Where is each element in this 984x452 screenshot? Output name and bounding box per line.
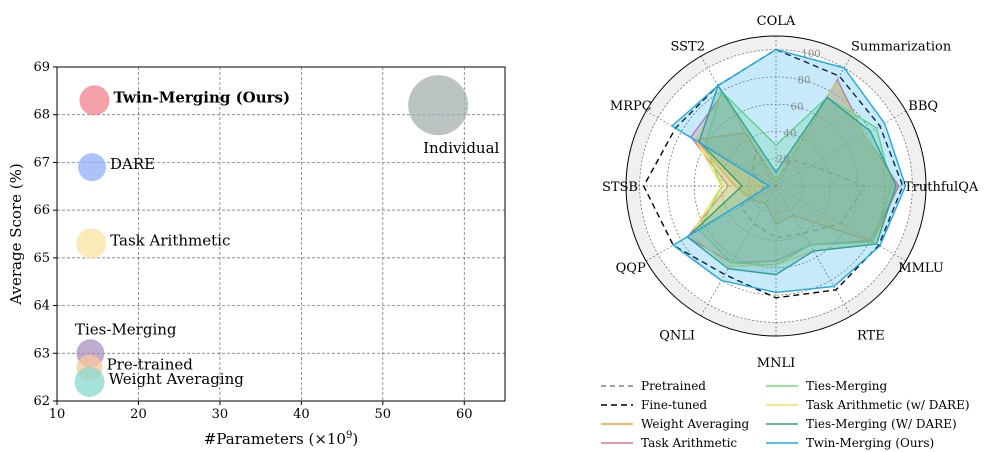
radar-axis-label: QNLI xyxy=(659,328,695,343)
radar-frame xyxy=(625,35,927,337)
legend-entry: Ties-Merging (W/ DARE) xyxy=(806,417,957,431)
radar-spoke xyxy=(645,185,777,262)
radar-axis-label: STSB xyxy=(602,180,638,195)
radar-spoke xyxy=(700,185,777,317)
legend-entry: Task Arithmetic (w/ DARE) xyxy=(806,398,970,412)
radar-series xyxy=(739,148,866,239)
point-label: Pre-trained xyxy=(107,356,194,374)
scatter-chart: Twin-Merging (Ours) DARE Task Arithmetic Ti… xyxy=(7,60,506,448)
point-label: Individual xyxy=(423,139,499,157)
radar-legend: Pretrained Fine-tuned Weight Averaging Task… xyxy=(601,379,970,450)
scatter-point xyxy=(78,153,107,182)
point-label: Task Arithmetic xyxy=(110,232,230,250)
radar-grid-ring xyxy=(721,131,831,241)
radar-axis-label: SST2 xyxy=(670,40,705,55)
scatter-point xyxy=(76,228,107,259)
x-tick-label: 30 xyxy=(212,407,229,422)
radar-tick-label: 40 xyxy=(784,128,797,139)
y-tick-label: 68 xyxy=(33,108,50,123)
legend-entry: Ties-Merging xyxy=(806,379,888,393)
plot-frame xyxy=(56,66,506,402)
y-tick-label: 64 xyxy=(33,299,50,314)
x-axis-label: #Parameters (×109) xyxy=(204,430,358,448)
scatter-point xyxy=(79,85,110,116)
point-label: DARE xyxy=(110,155,155,173)
radar-series xyxy=(690,80,897,268)
radar-spoke xyxy=(775,185,907,262)
point-label: Twin-Merging (Ours) xyxy=(113,88,290,106)
point-label: Ties-Merging xyxy=(75,320,177,338)
radar-tick-label: 80 xyxy=(798,76,811,87)
point-label: Weight Averaging xyxy=(109,370,245,388)
radar-grid-ring xyxy=(748,158,804,214)
radar-axis-label: MNLI xyxy=(757,356,795,371)
radar-tick-label: 60 xyxy=(791,102,804,113)
x-tick-label: 10 xyxy=(49,407,66,422)
radar-axis-label: RTE xyxy=(857,328,885,343)
radar-axis-label: QQP xyxy=(616,261,646,276)
radar-spoke xyxy=(700,55,777,187)
radar-axis-label: COLA xyxy=(757,14,796,29)
legend-entry: Weight Averaging xyxy=(641,417,750,431)
scatter-point xyxy=(408,75,469,136)
radar-axis-label: Summarization xyxy=(851,40,952,55)
y-tick-label: 69 xyxy=(33,60,50,75)
radar-series xyxy=(670,48,907,294)
radar-axis-label: MMLU xyxy=(898,261,944,276)
radar-spoke xyxy=(775,55,852,187)
x-tick-label: 40 xyxy=(293,407,310,422)
radar-chart: 20 40 60 80 100 COLA Summarization BBQ TruthfulQ… xyxy=(602,14,979,371)
radar-series xyxy=(686,84,897,276)
legend-entry: Fine-tuned xyxy=(641,398,707,412)
radar-spoke xyxy=(775,185,852,317)
radar-axis-label: TruthfulQA xyxy=(904,180,979,195)
legend-entry: Pretrained xyxy=(641,379,706,393)
y-tick-label: 62 xyxy=(33,394,50,409)
legend-entry: Task Arithmetic xyxy=(641,436,737,450)
y-tick-label: 63 xyxy=(33,346,50,361)
y-axis-label: Average Score (%) xyxy=(7,163,25,305)
x-tick-label: 20 xyxy=(130,407,147,422)
radar-axis-label: MRPC xyxy=(610,99,652,114)
legend-entry: Twin-Merging (Ours) xyxy=(806,436,934,450)
radar-axis-label: BBQ xyxy=(908,99,938,114)
radar-tick-label: 20 xyxy=(777,155,790,166)
x-tick-label: 60 xyxy=(456,407,473,422)
y-tick-label: 66 xyxy=(33,203,50,218)
y-tick-label: 65 xyxy=(33,251,50,266)
radar-tick-label: 100 xyxy=(802,49,821,60)
y-tick-label: 67 xyxy=(33,155,50,170)
x-tick-label: 50 xyxy=(375,407,392,422)
scatter-point xyxy=(74,366,105,397)
